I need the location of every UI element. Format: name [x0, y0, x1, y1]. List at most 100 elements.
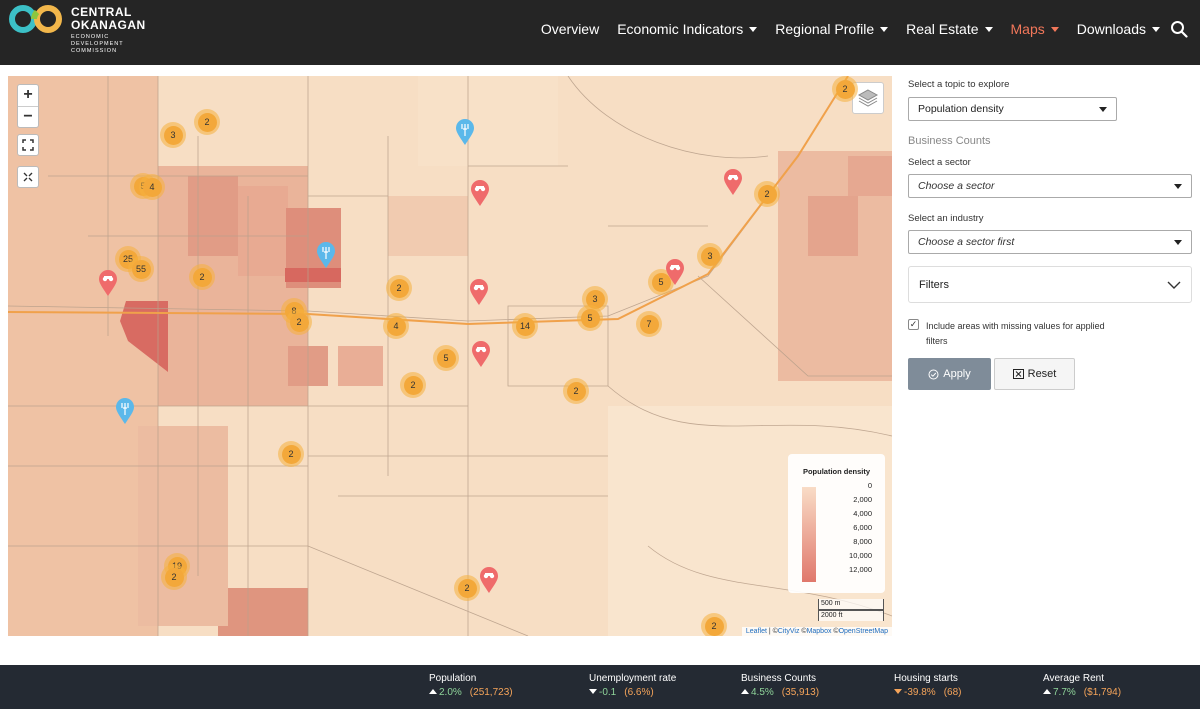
cluster-count: 3: [585, 289, 605, 309]
business-cluster-marker[interactable]: 2: [754, 181, 780, 207]
business-cluster-marker[interactable]: 7: [636, 311, 662, 337]
fullscreen-button[interactable]: [17, 134, 39, 156]
brand-sub-2: DEVELOPMENT: [71, 41, 124, 47]
business-cluster-marker[interactable]: 55: [128, 256, 154, 282]
business-cluster-marker[interactable]: 5: [433, 345, 459, 371]
cluster-count: 3: [700, 246, 720, 266]
business-cluster-marker[interactable]: 2: [832, 76, 858, 102]
chevron-down-icon: [880, 26, 889, 32]
business-cluster-marker[interactable]: 5: [577, 305, 603, 331]
industry-select[interactable]: Choose a sector first: [908, 230, 1192, 254]
restaurant-pin-icon[interactable]: [316, 242, 336, 269]
search-icon[interactable]: [1170, 20, 1188, 38]
business-cluster-marker[interactable]: 4: [383, 313, 409, 339]
business-cluster-marker[interactable]: 3: [697, 243, 723, 269]
business-cluster-marker[interactable]: 2: [278, 441, 304, 467]
zoom-out-button[interactable]: −: [18, 106, 38, 127]
apply-button[interactable]: Apply: [908, 358, 991, 390]
nav-overview[interactable]: Overview: [541, 21, 599, 37]
leaflet-link[interactable]: Leaflet: [745, 628, 767, 635]
filters-accordion[interactable]: Filters: [908, 266, 1192, 303]
scale-metric: 500 m: [818, 599, 884, 610]
chevron-down-icon: [1174, 239, 1182, 245]
business-cluster-marker[interactable]: 3: [160, 122, 186, 148]
map-view[interactable]: + − 3 2 5 4 25 55 2 8 2 2 4 5 2 14 3 5 7…: [8, 76, 892, 636]
stat-title: Business Counts: [741, 673, 817, 684]
cluster-count: 2: [289, 312, 309, 332]
legend-title: Population density: [802, 467, 871, 476]
nav-economic-indicators[interactable]: Economic Indicators: [617, 21, 758, 37]
business-cluster-marker[interactable]: 2: [194, 109, 220, 135]
business-cluster-marker[interactable]: 14: [512, 313, 538, 339]
cluster-count: 5: [651, 272, 671, 292]
chevron-down-icon: [1174, 183, 1182, 189]
business-cluster-marker[interactable]: 4: [139, 174, 165, 200]
cluster-count: 2: [281, 444, 301, 464]
attraction-pin-icon[interactable]: [665, 259, 685, 286]
business-cluster-marker[interactable]: 2: [189, 264, 215, 290]
apply-button-label: Apply: [943, 368, 971, 380]
stat-population[interactable]: Population 2.0% (251,723): [429, 673, 513, 698]
nav-regional-profile[interactable]: Regional Profile: [775, 21, 889, 37]
attraction-pin-icon[interactable]: [723, 169, 743, 196]
attraction-pin-icon[interactable]: [98, 270, 118, 297]
topic-select[interactable]: Population density: [908, 97, 1117, 121]
ceo-logo[interactable]: [8, 4, 64, 34]
filters-label: Filters: [919, 278, 949, 291]
stat-title: Unemployment rate: [589, 673, 677, 684]
cityviz-link[interactable]: CityViz: [777, 628, 800, 635]
stat-value: (68): [943, 687, 962, 698]
stat-average-rent[interactable]: Average Rent 7.7% ($1,794): [1043, 673, 1121, 698]
business-cluster-marker[interactable]: 2: [286, 309, 312, 335]
cluster-count: 2: [389, 278, 409, 298]
industry-label: Select an industry: [908, 213, 984, 224]
cluster-count: 4: [142, 177, 162, 197]
layers-icon: [857, 89, 879, 107]
business-cluster-marker[interactable]: 2: [701, 613, 727, 636]
cluster-count: 55: [131, 259, 151, 279]
attraction-pin-icon[interactable]: [469, 279, 489, 306]
arrow-up-icon: [429, 689, 437, 694]
cluster-count: 5: [436, 348, 456, 368]
cluster-count: 14: [515, 316, 535, 336]
nav-maps[interactable]: Maps: [1011, 21, 1059, 37]
chevron-down-icon: [1167, 281, 1181, 289]
attraction-pin-icon[interactable]: [470, 180, 490, 207]
cluster-count: 2: [757, 184, 777, 204]
business-counts-heading: Business Counts: [908, 135, 991, 147]
legend-tick: 2,000: [853, 495, 872, 504]
attraction-pin-icon[interactable]: [471, 341, 491, 368]
business-cluster-marker[interactable]: 2: [386, 275, 412, 301]
osm-link[interactable]: OpenStreetMap: [838, 628, 888, 635]
stat-business-counts[interactable]: Business Counts 4.5% (35,913): [741, 673, 819, 698]
mapbox-link[interactable]: Mapbox: [806, 628, 832, 635]
missing-values-checkbox[interactable]: ✓: [908, 319, 919, 330]
stat-housing-starts[interactable]: Housing starts -39.8% (68): [894, 673, 961, 698]
reset-button[interactable]: Reset: [994, 358, 1075, 390]
sector-select[interactable]: Choose a sector: [908, 174, 1192, 198]
cluster-count: 2: [197, 112, 217, 132]
legend-tick: 10,000: [849, 551, 872, 560]
reset-view-button[interactable]: [17, 166, 39, 188]
stat-unemployment[interactable]: Unemployment rate -0.1 (6.6%): [589, 673, 676, 698]
restaurant-pin-icon[interactable]: [115, 398, 135, 425]
business-cluster-marker[interactable]: 2: [563, 378, 589, 404]
restaurant-pin-icon[interactable]: [455, 119, 475, 146]
stat-value: (6.6%): [624, 687, 654, 698]
map-legend: Population density 0 2,000 4,000 6,000 8…: [788, 454, 885, 593]
nav-downloads[interactable]: Downloads: [1077, 21, 1160, 37]
stat-title: Housing starts: [894, 673, 958, 684]
brand-sub-3: COMMISSION: [71, 48, 118, 54]
chevron-down-icon: [1050, 26, 1059, 32]
business-cluster-marker[interactable]: 2: [454, 575, 480, 601]
zoom-in-button[interactable]: +: [23, 86, 33, 103]
attraction-pin-icon[interactable]: [479, 567, 499, 594]
business-cluster-marker[interactable]: 2: [400, 372, 426, 398]
cluster-count: 5: [580, 308, 600, 328]
nav-maps-label: Maps: [1010, 21, 1045, 37]
stat-change: -0.1: [599, 687, 617, 698]
nav-real-estate[interactable]: Real Estate: [906, 21, 993, 37]
stat-value: ($1,794): [1083, 687, 1122, 698]
brand-name[interactable]: CENTRAL OKANAGAN ECONOMIC DEVELOPMENT CO…: [71, 6, 146, 55]
business-cluster-marker[interactable]: 2: [161, 564, 187, 590]
